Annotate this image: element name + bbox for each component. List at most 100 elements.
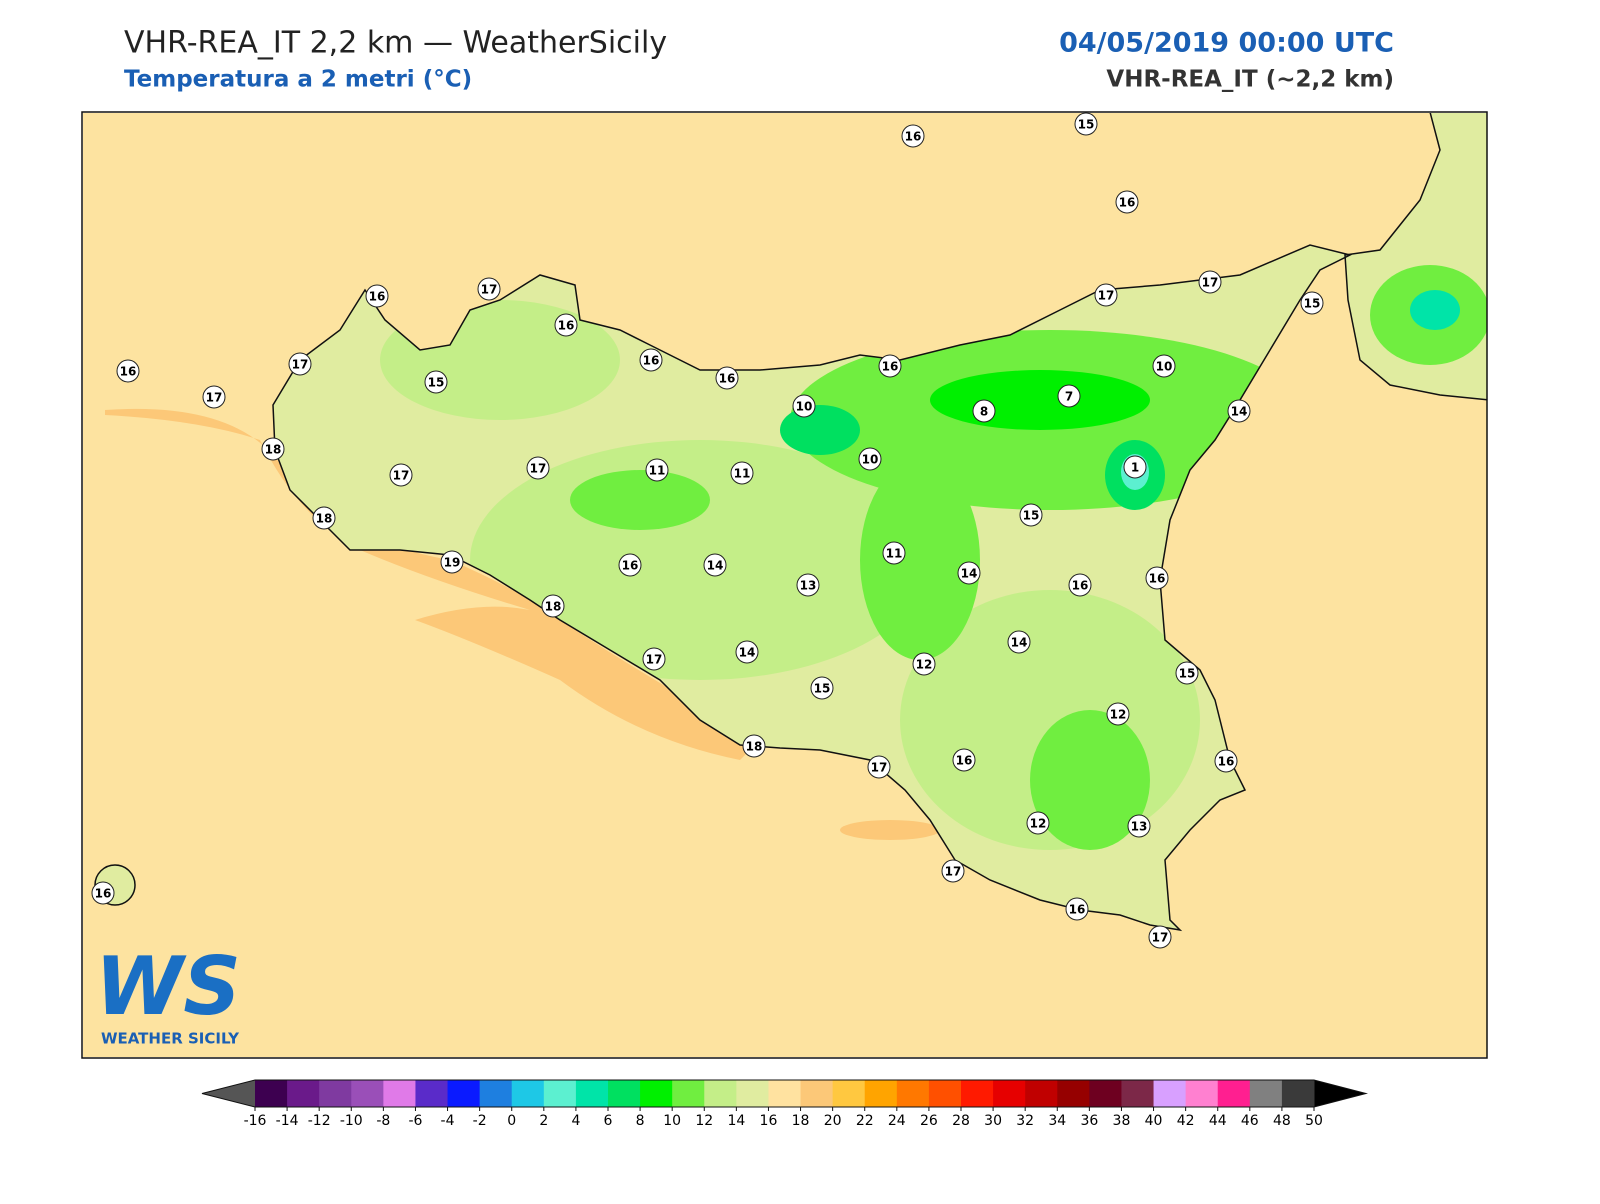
station-value: 18 [316,512,333,526]
station-marker [878,354,902,378]
colorbar-segment [511,1080,545,1107]
colorbar-tick-label: 20 [824,1113,842,1129]
station-value: 16 [643,354,660,368]
colorbar-segment [287,1080,320,1107]
colorbar-tick-label: 34 [1048,1113,1066,1129]
colorbar-tick-label: 44 [1209,1113,1227,1129]
station-marker [440,550,464,574]
colorbar-tick-label: -10 [340,1113,363,1129]
colorbar-segment [575,1080,609,1107]
colorbar-segment [768,1080,802,1107]
station-marker [261,437,285,461]
colorbar-segment [736,1080,769,1107]
station-value: 14 [739,646,756,660]
station-value: 17 [292,358,309,372]
colorbar-tick-label: 42 [1177,1113,1195,1129]
colorbar-segment [1249,1080,1283,1107]
station-marker [1127,814,1151,838]
station-value: 10 [796,400,813,414]
map-frame [81,111,1488,1059]
station-marker [952,748,976,772]
colorbar-tick-label: 30 [984,1113,1002,1129]
station-value: 10 [1156,360,1173,374]
colorbar-tick-label: 36 [1080,1113,1098,1129]
colorbar-tick-label: 6 [604,1113,613,1129]
colorbar-tick-label: -12 [308,1113,331,1129]
station-value: 16 [558,319,575,333]
station-value: 13 [800,579,817,593]
colorbar-tick-label: 38 [1113,1113,1131,1129]
colorbar-segment [704,1080,737,1107]
station-marker [116,359,140,383]
colorbar-under [202,1080,255,1107]
station-value: 16 [1069,903,1086,917]
station-marker [312,506,336,530]
colorbar-tick-label: 24 [888,1113,906,1129]
station-marker [1065,897,1089,921]
station-value: 15 [1304,297,1321,311]
station-marker [703,553,727,577]
colorbar-tick-label: 2 [539,1113,548,1129]
logo-mark: WS [95,940,241,1033]
station-value: 15 [1179,667,1196,681]
station-value: 16 [120,365,137,379]
station-value: 16 [622,559,639,573]
station-marker [1214,749,1238,773]
station-marker [912,652,936,676]
colorbar-segment [800,1080,834,1107]
station-marker [288,352,312,376]
station-marker [1148,925,1172,949]
station-value: 15 [1078,118,1095,132]
colorbar-segment [993,1080,1026,1107]
station-marker [1074,112,1098,136]
station-value: 16 [369,290,386,304]
station-value: 17 [530,462,547,476]
station-value: 18 [545,600,562,614]
station-marker [1068,573,1092,597]
colorbar: -16 -14 -12 -10 -8 -6 -4 -2 0 2 4 6 8 10 12 14 16 18 20 22 2… [201,1079,1368,1129]
colorbar-tick-label: 28 [952,1113,970,1129]
colorbar-tick-label: -16 [244,1113,267,1129]
station-marker [715,366,739,390]
station-marker [1057,384,1081,408]
station-value: 17 [206,391,223,405]
station-value: 17 [1202,276,1219,290]
colorbar-tick-label: 32 [1016,1113,1034,1129]
station-value: 11 [649,464,666,478]
station-marker [477,277,501,301]
colorbar-segment [928,1080,962,1107]
station-marker [792,394,816,418]
station-value: 12 [1110,708,1127,722]
stations: 16 15 16 16 17 16 16 16 16 17 17 15 16 17 17 15 10 10 8 7 14… [91,112,1324,949]
station-value: 17 [945,865,962,879]
station-value: 14 [1011,636,1028,650]
colorbar-segment [415,1080,449,1107]
colorbar-tick-label: 12 [695,1113,713,1129]
colorbar-segment [832,1080,866,1107]
station-value: 12 [1030,817,1047,831]
colorbar-segment [1089,1080,1122,1107]
station-marker [1019,503,1043,527]
colorbar-tick-label: 46 [1241,1113,1259,1129]
station-marker [1152,354,1176,378]
colorbar-tick-label: 50 [1305,1113,1323,1129]
station-marker [541,594,565,618]
colorbar-segment [543,1080,577,1107]
station-value: 16 [1072,579,1089,593]
station-marker [554,313,578,337]
station-marker [735,640,759,664]
station-marker [1145,566,1169,590]
station-value: 16 [95,887,112,901]
colorbar-tick-label: 48 [1273,1113,1291,1129]
colorbar-tick-label: 14 [727,1113,745,1129]
colorbar-segment [608,1080,641,1107]
station-marker [526,456,550,480]
colorbar-segment [864,1080,898,1107]
station-marker [867,755,891,779]
station-marker [424,370,448,394]
station-marker [810,676,834,700]
colorbar-tick-label: -6 [408,1113,422,1129]
station-value: 14 [707,559,724,573]
station-marker [389,463,413,487]
